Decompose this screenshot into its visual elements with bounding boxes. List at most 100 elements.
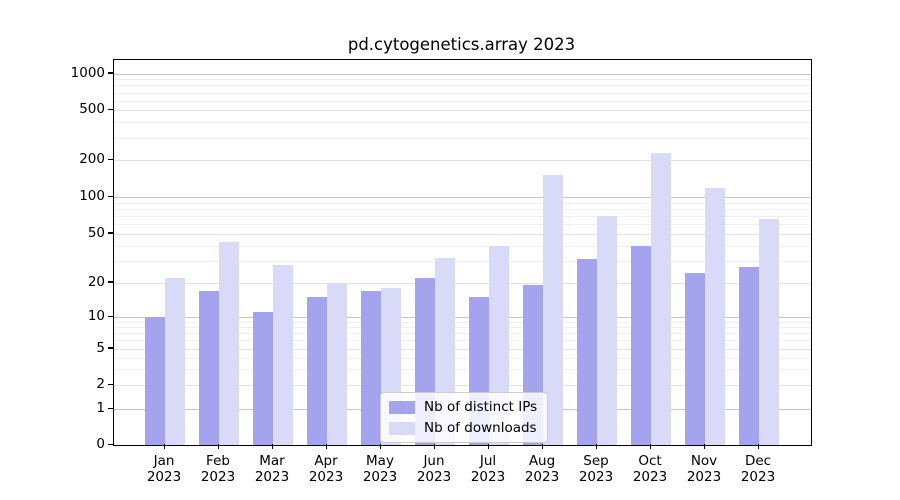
gridline-50 (114, 233, 811, 235)
y-tick-label-1000: 1000 (70, 64, 105, 81)
y-tick-200 (108, 158, 113, 161)
x-tick-dec (757, 444, 759, 449)
x-tick-label-nov: Nov 2023 (686, 453, 722, 485)
gridline-4 (114, 357, 811, 359)
gridline-8 (114, 327, 811, 329)
y-tick-2 (108, 383, 113, 386)
bar-downloads-mar (273, 264, 293, 445)
x-tick-jan (163, 444, 165, 449)
gridline-40 (114, 245, 811, 247)
gridline-5 (114, 348, 811, 350)
x-tick-label-feb: Feb 2023 (200, 453, 236, 485)
x-tick-label-mar: Mar 2023 (254, 453, 290, 485)
x-tick-sep (595, 444, 597, 449)
gridline-400 (114, 122, 811, 124)
gridline-900 (114, 79, 811, 81)
bar-distinct-ips-may (361, 290, 381, 445)
y-tick-500 (108, 108, 113, 111)
bar-distinct-ips-mar (253, 312, 273, 445)
y-tick-label-5: 5 (96, 339, 105, 356)
legend-swatch-distinct-ips (389, 400, 415, 414)
y-tick-100 (108, 195, 113, 197)
legend-item-downloads: Nb of downloads (389, 420, 539, 436)
gridline-200 (114, 160, 811, 162)
bar-downloads-feb (219, 241, 239, 445)
x-tick-label-jan: Jan 2023 (146, 453, 182, 485)
y-tick-10 (108, 315, 113, 317)
legend: Nb of distinct IPs Nb of downloads (380, 392, 548, 443)
bar-distinct-ips-feb (199, 290, 219, 445)
y-tick-5 (108, 347, 113, 349)
x-tick-oct (649, 444, 651, 449)
y-tick-label-10: 10 (87, 308, 105, 324)
x-tick-apr (325, 444, 327, 449)
bar-downloads-dec (759, 219, 779, 445)
legend-label-distinct-ips: Nb of distinct IPs (424, 399, 538, 415)
bar-downloads-apr (327, 282, 347, 445)
y-tick-label-100: 100 (79, 188, 105, 204)
y-tick-1 (108, 407, 113, 409)
gridline-3 (114, 369, 811, 371)
x-tick-aug (541, 444, 543, 449)
x-tick-may (379, 444, 381, 449)
x-tick-jul (487, 444, 489, 449)
y-tick-20 (108, 281, 113, 283)
y-tick-1000 (108, 72, 113, 74)
gridline-100 (114, 197, 811, 198)
x-tick-jun (433, 444, 435, 449)
x-tick-label-oct: Oct 2023 (632, 453, 668, 485)
bar-downloads-jan (165, 277, 185, 445)
x-tick-feb (217, 444, 219, 449)
y-tick-label-20: 20 (87, 273, 105, 290)
y-tick-label-2: 2 (96, 376, 105, 393)
gridline-800 (114, 85, 811, 87)
x-tick-nov (703, 444, 705, 449)
legend-item-distinct-ips: Nb of distinct IPs (389, 399, 539, 415)
gridline-20 (114, 282, 811, 284)
x-tick-label-jul: Jul 2023 (470, 453, 506, 485)
y-tick-0 (108, 443, 113, 445)
bar-distinct-ips-oct (631, 245, 651, 445)
y-tick-label-1: 1 (96, 400, 105, 416)
gridline-60 (114, 224, 811, 226)
bar-distinct-ips-jan (145, 317, 165, 445)
x-tick-label-dec: Dec 2023 (740, 453, 776, 485)
x-tick-label-apr: Apr 2023 (308, 453, 344, 485)
y-tick-label-50: 50 (87, 224, 105, 241)
y-tick-label-200: 200 (79, 151, 105, 168)
legend-swatch-downloads (389, 421, 415, 435)
gridline-6 (114, 340, 811, 342)
bar-distinct-ips-apr (307, 296, 327, 445)
gridline-300 (114, 138, 811, 140)
x-tick-mar (271, 444, 273, 449)
bar-distinct-ips-dec (739, 266, 759, 445)
bar-downloads-nov (705, 188, 725, 445)
x-tick-label-may: May 2023 (362, 453, 398, 485)
x-tick-label-jun: Jun 2023 (416, 453, 452, 485)
legend-label-downloads: Nb of downloads (424, 420, 537, 436)
gridline-90 (114, 202, 811, 204)
gridline-30 (114, 261, 811, 263)
x-tick-label-sep: Sep 2023 (578, 453, 614, 485)
bar-downloads-aug (543, 174, 563, 445)
gridline-500 (114, 110, 811, 112)
x-tick-label-aug: Aug 2023 (524, 453, 560, 485)
gridline-80 (114, 208, 811, 210)
gridline-9 (114, 321, 811, 323)
chart-title: pd.cytogenetics.array 2023 (347, 35, 576, 54)
bar-distinct-ips-nov (685, 272, 705, 445)
gridline-10 (114, 317, 811, 318)
gridline-2 (114, 385, 811, 387)
bar-distinct-ips-sep (577, 259, 597, 445)
gridline-70 (114, 215, 811, 217)
y-tick-label-500: 500 (79, 101, 105, 118)
plot-area: Nb of distinct IPs Nb of downloads (113, 59, 812, 446)
y-tick-50 (108, 232, 113, 234)
gridline-7 (114, 333, 811, 335)
bar-downloads-oct (651, 153, 671, 445)
gridline-700 (114, 92, 811, 94)
y-tick-label-0: 0 (96, 436, 105, 452)
gridline-1000 (114, 73, 811, 75)
gridline-600 (114, 100, 811, 102)
